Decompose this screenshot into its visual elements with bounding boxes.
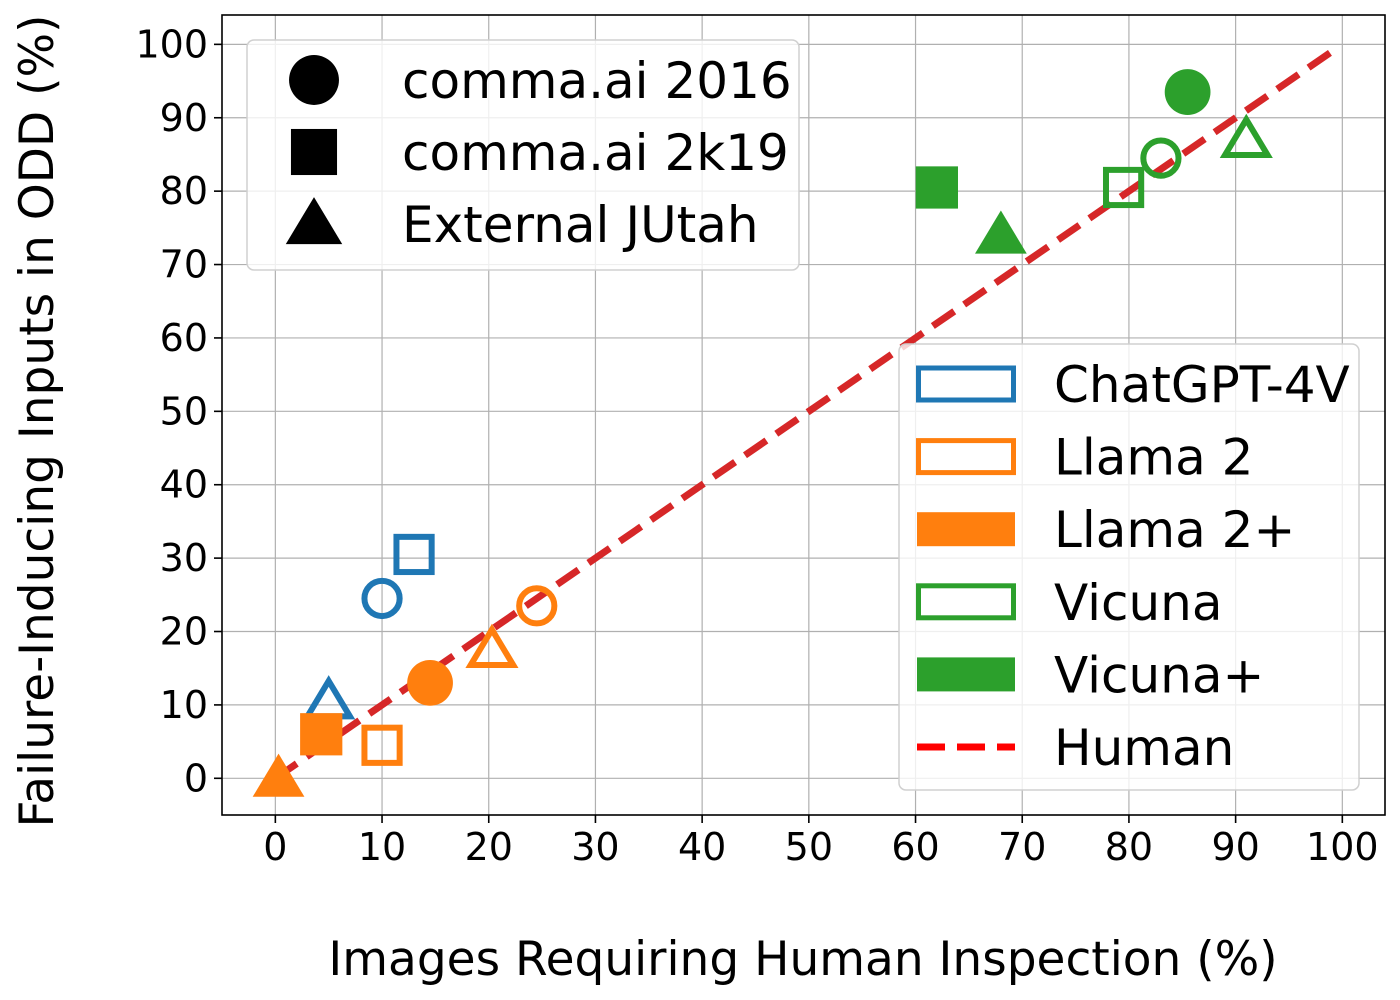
x-tick-label: 30	[571, 825, 619, 869]
chatgpt-4v-square-marker	[393, 533, 435, 576]
legend-chatgpt-4v-label: ChatGPT-4V	[1054, 356, 1350, 414]
y-tick-label: 100	[135, 22, 208, 66]
chatgpt-4v-triangle-marker	[302, 675, 356, 720]
y-tick-label: 10	[160, 683, 208, 727]
ticks: 0 10 20 30 40 50 60 70 80 90 100 0 10 20 30 40 50 60 70 80 9…	[135, 22, 1378, 869]
llama-2-circle-marker	[516, 585, 558, 627]
legend-llama-2-plus-swatch	[917, 512, 1015, 547]
shape-legend-frame	[246, 39, 800, 271]
y-tick-label: 80	[160, 169, 208, 213]
y-tick-label: 40	[160, 463, 208, 507]
vicuna-plus-circle-marker	[1164, 69, 1211, 115]
legend-llama-2-swatch	[916, 438, 1016, 476]
x-tick-label: 50	[785, 825, 833, 869]
legend-triangle-marker	[285, 197, 343, 245]
x-tick-label: 60	[891, 825, 939, 869]
legend-llama-2-label: Llama 2	[1054, 429, 1253, 487]
llama-2-plus-square-marker	[300, 713, 343, 756]
y-tick-label: 30	[160, 536, 208, 580]
legend-vicuna-plus-swatch	[917, 657, 1015, 692]
llama-2-plus-triangle-marker	[252, 753, 305, 797]
legend-chatgpt-4v-swatch	[916, 365, 1016, 403]
llama-2-triangle-marker	[465, 623, 519, 669]
model-legend: ChatGPT-4V Llama 2 Llama 2+ Vicuna Vicuna+ Hu…	[898, 343, 1360, 791]
y-tick-label: 60	[160, 316, 208, 360]
x-tick-label: 70	[998, 825, 1046, 869]
x-axis-title: Images Requiring Human Inspection (%)	[328, 932, 1277, 987]
llama-2-square-marker	[361, 724, 403, 766]
vicuna-plus-triangle-marker	[975, 210, 1027, 254]
y-tick-label: 50	[160, 389, 208, 433]
shape-legend: comma.ai 2016 comma.ai 2k19 External JUtah	[246, 39, 800, 271]
vicuna-plus-square-marker	[915, 166, 958, 209]
plot-frame	[221, 14, 1386, 816]
legend-circle-marker	[289, 55, 339, 105]
x-tick-label: 100	[1306, 825, 1379, 869]
shape-legend-label: comma.ai 2k19	[402, 124, 789, 182]
y-axis-title: Failure-Inducing Inputs in ODD (%)	[10, 15, 65, 828]
x-tick-label: 0	[263, 825, 287, 869]
x-tick-label: 90	[1211, 825, 1259, 869]
shape-legend-label: comma.ai 2016	[402, 52, 792, 110]
legend-human-label: Human	[1054, 719, 1234, 777]
x-tick-label: 40	[678, 825, 726, 869]
legend-llama-2-plus-label: Llama 2+	[1054, 501, 1295, 559]
y-tick-label: 0	[184, 756, 208, 800]
y-tick-label: 70	[160, 243, 208, 287]
legend-vicuna-plus-label: Vicuna+	[1054, 646, 1264, 704]
legend-square-marker	[290, 128, 338, 176]
shape-legend-label: External JUtah	[402, 196, 759, 254]
legend-vicuna-swatch	[916, 583, 1016, 621]
x-tick-label: 80	[1105, 825, 1153, 869]
vicuna-circle-marker	[1140, 137, 1182, 179]
y-tick-label: 20	[160, 610, 208, 654]
llama-2-plus-circle-marker	[407, 660, 453, 706]
vicuna-triangle-marker	[1219, 113, 1273, 158]
vicuna-square-marker	[1102, 166, 1145, 209]
x-tick-label: 10	[358, 825, 406, 869]
chatgpt-4v-circle-marker	[361, 577, 403, 620]
legend-vicuna-label: Vicuna	[1054, 574, 1223, 632]
data-layer	[252, 48, 1334, 797]
x-tick-label: 20	[465, 825, 513, 869]
y-tick-label: 90	[160, 96, 208, 140]
